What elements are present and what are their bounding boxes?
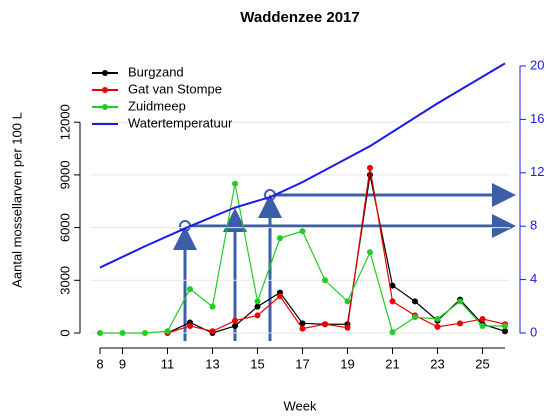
x-tick-label: 15 (250, 356, 264, 371)
legend-label: Watertemperatuur (128, 115, 233, 130)
x-axis-label: Week (284, 398, 317, 413)
point (254, 312, 261, 319)
point (389, 282, 396, 289)
point (209, 303, 216, 310)
chart-title: Waddenzee 2017 (240, 9, 360, 26)
x-tick-label: 8 (96, 356, 103, 371)
x-tick-label: 23 (430, 356, 444, 371)
x-tick-label: 11 (161, 356, 175, 371)
legend-label: Zuidmeep (128, 98, 186, 113)
point (367, 164, 373, 171)
point (277, 293, 283, 300)
point (187, 286, 193, 293)
point (232, 322, 238, 329)
point (502, 322, 508, 329)
point (232, 180, 238, 187)
point (389, 298, 396, 305)
point (389, 329, 396, 336)
y-tick-label: 12000 (57, 104, 72, 140)
y2-tick-label: 4 (530, 271, 537, 286)
point (254, 303, 261, 310)
y-tick-label: 3000 (57, 266, 72, 295)
y-axis-label: Aantal mossellarven per 100 L (9, 112, 24, 288)
x-tick-label: 25 (475, 356, 489, 371)
point (412, 298, 418, 305)
x-tick-label: 9 (119, 356, 126, 371)
series-line (167, 167, 506, 334)
legend-marker (102, 70, 108, 76)
legend-label: Burgzand (128, 64, 184, 79)
point (322, 321, 328, 328)
point (434, 315, 441, 322)
y2-tick-label: 20 (530, 57, 544, 72)
x-tick-label: 13 (205, 356, 219, 371)
y2-tick-label: 8 (530, 218, 537, 233)
point (254, 298, 261, 305)
point (299, 325, 306, 332)
y2-tick-label: 16 (530, 111, 544, 126)
legend-marker (102, 87, 108, 93)
legend-marker (102, 104, 108, 110)
point (502, 328, 508, 335)
point (299, 320, 306, 327)
point (277, 235, 283, 242)
y-tick-label: 6000 (57, 213, 72, 242)
point (457, 320, 463, 327)
point (322, 277, 328, 284)
x-tick-label: 21 (385, 356, 399, 371)
point (187, 322, 193, 329)
point (344, 298, 351, 305)
y-tick-label: 0 (57, 329, 72, 336)
point (119, 330, 126, 336)
point (479, 322, 486, 329)
point (142, 330, 148, 336)
point (209, 328, 216, 335)
point (479, 315, 486, 322)
legend-label: Gat van Stompe (128, 81, 222, 96)
point (457, 298, 463, 305)
point (367, 249, 373, 256)
series-line (100, 183, 505, 334)
point (164, 328, 171, 335)
series-line (167, 174, 506, 334)
point (344, 324, 351, 331)
x-tick-label: 19 (340, 356, 354, 371)
x-tick-label: 17 (295, 356, 309, 371)
point (97, 330, 103, 336)
series-line (99, 62, 506, 269)
point (412, 314, 418, 321)
point (434, 323, 441, 330)
y2-tick-label: 0 (530, 324, 537, 339)
y2-tick-label: 12 (530, 164, 544, 179)
point (232, 317, 238, 324)
point (299, 228, 306, 235)
y-tick-label: 9000 (57, 160, 72, 189)
